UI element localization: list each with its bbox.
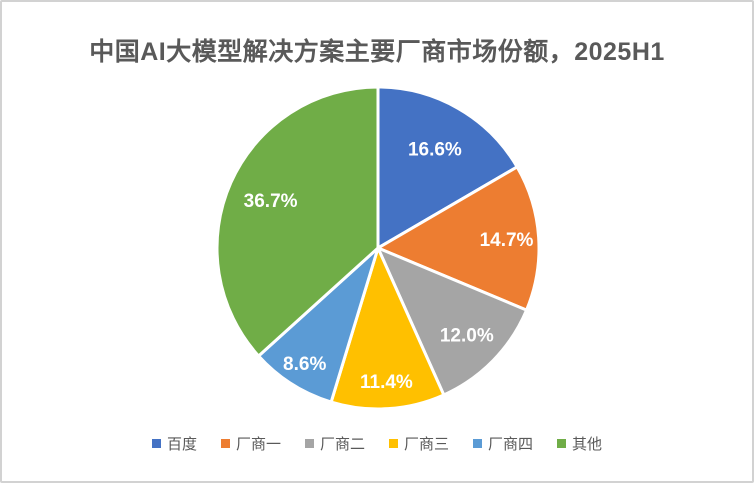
pie-data-label-4: 8.6%: [283, 354, 326, 375]
pie-data-label-1: 14.7%: [480, 230, 534, 251]
pie-slice-0: [376, 85, 519, 250]
pie-slice-1: [376, 165, 541, 312]
legend-item-5: 其他: [557, 433, 602, 454]
legend-marker-icon: [220, 439, 230, 448]
legend-label: 厂商一: [235, 436, 281, 453]
legend-label: 厂商四: [488, 436, 534, 453]
pie-slice-5: [215, 85, 380, 358]
pie-slice-2: [376, 246, 529, 397]
legend-label: 厂商三: [404, 436, 450, 453]
pie-data-label-2: 12.0%: [440, 325, 494, 346]
legend-marker-icon: [304, 439, 314, 448]
pie-slice-3: [329, 246, 446, 411]
legend-item-3: 厂商三: [389, 433, 449, 454]
pie-data-label-5: 36.7%: [244, 191, 298, 212]
legend-label: 厂商二: [319, 436, 365, 453]
legend-marker-icon: [389, 439, 398, 448]
legend-item-1: 厂商一: [220, 433, 281, 454]
pie-slice-4: [257, 246, 380, 404]
legend-marker-icon: [473, 439, 483, 448]
legend-marker-icon: [151, 439, 161, 448]
legend-label: 百度: [166, 436, 197, 453]
chart-legend: 百度 厂商一 厂商二 厂商三 厂商四 其他: [2, 433, 752, 454]
legend-item-2: 厂商二: [304, 433, 365, 454]
pie-data-label-0: 16.6%: [408, 140, 462, 161]
legend-item-0: 百度: [151, 433, 197, 454]
legend-marker-icon: [557, 439, 567, 448]
chart-title: 中国AI大模型解决方案主要厂商市场份额，2025H1: [89, 38, 665, 66]
pie-data-label-3: 11.4%: [360, 372, 413, 393]
legend-item-4: 厂商四: [473, 433, 533, 454]
legend-label: 其他: [572, 436, 603, 453]
